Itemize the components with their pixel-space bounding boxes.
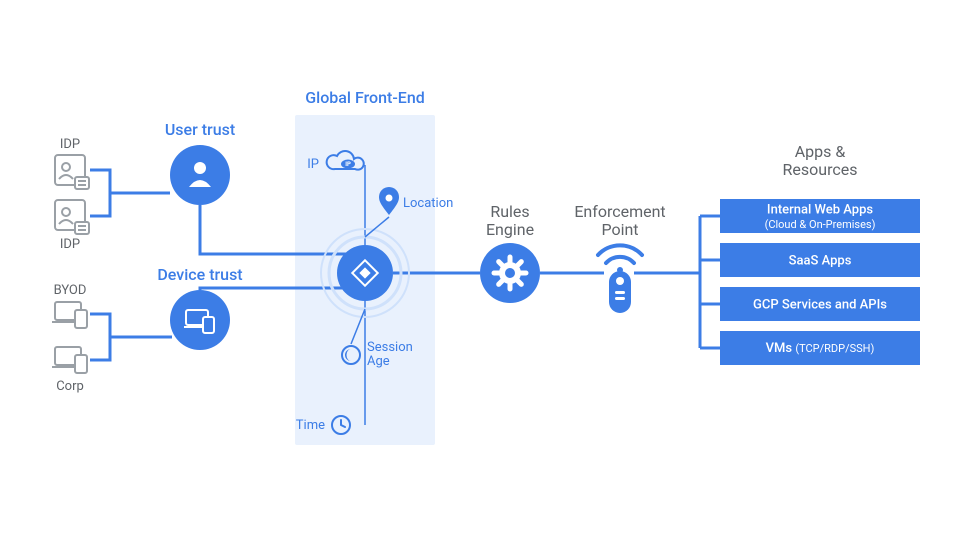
svg-text:(Cloud & On-Premises): (Cloud & On-Premises) <box>765 218 876 231</box>
gear-icon <box>494 257 526 289</box>
svg-text:Internal Web Apps: Internal Web Apps <box>767 202 873 217</box>
byod-device-icon <box>52 302 87 328</box>
signal-time-label: Time <box>296 418 325 433</box>
idp-icon-top <box>55 155 89 189</box>
enforcement-point-icon <box>598 245 642 313</box>
idp-top-label: IDP <box>60 137 80 152</box>
resource-box-1: SaaS Apps <box>720 243 920 277</box>
user-trust-node: User trust <box>165 120 235 205</box>
byod-label: BYOD <box>54 283 87 298</box>
resources-title: Apps &Resources <box>783 142 858 179</box>
corp-label: Corp <box>56 379 84 394</box>
corp-device-icon <box>52 347 87 373</box>
connector-idp-usertrust <box>90 170 170 216</box>
svg-text:IP: IP <box>345 161 351 168</box>
svg-text:VMs (TCP/RDP/SSH): VMs (TCP/RDP/SSH) <box>766 341 875 356</box>
svg-text:GCP Services and APIs: GCP Services and APIs <box>753 297 887 312</box>
signal-location-label: Location <box>403 196 453 211</box>
signal-ip-label: IP <box>307 157 319 172</box>
idp-bottom-label: IDP <box>60 237 80 252</box>
svg-text:SaaS Apps: SaaS Apps <box>789 253 852 268</box>
device-trust-label: Device trust <box>157 265 242 284</box>
resource-box-0: Internal Web Apps(Cloud & On-Premises) <box>720 199 920 233</box>
idp-icon-bottom <box>55 200 89 234</box>
resource-box-3: VMs (TCP/RDP/SSH) <box>720 331 920 365</box>
connector-devices-devicetrust <box>90 314 172 360</box>
user-trust-label: User trust <box>165 120 235 139</box>
resource-box-2: GCP Services and APIs <box>720 287 920 321</box>
global-frontend-title: Global Front-End <box>305 88 425 107</box>
enforcement-point-label: EnforcementPoint <box>574 202 665 239</box>
rules-engine-label: RulesEngine <box>486 202 534 239</box>
